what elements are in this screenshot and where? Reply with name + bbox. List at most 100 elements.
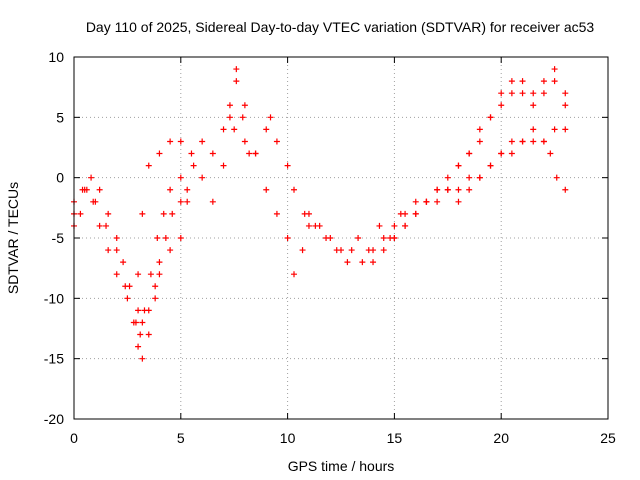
data-point bbox=[402, 210, 409, 217]
data-point bbox=[316, 222, 323, 229]
data-point bbox=[241, 138, 248, 145]
data-point bbox=[455, 162, 462, 169]
data-points bbox=[71, 66, 569, 362]
data-point bbox=[162, 235, 169, 241]
data-point bbox=[145, 162, 152, 169]
data-point bbox=[160, 210, 167, 217]
data-point bbox=[124, 295, 131, 302]
data-point bbox=[113, 247, 120, 254]
data-point bbox=[152, 295, 159, 302]
data-point bbox=[562, 186, 569, 193]
data-point bbox=[530, 102, 537, 109]
data-point bbox=[199, 138, 206, 145]
data-point bbox=[444, 186, 451, 193]
y-tick-label: 5 bbox=[56, 109, 64, 125]
data-point bbox=[220, 126, 227, 133]
data-point bbox=[338, 247, 344, 254]
data-point bbox=[231, 126, 238, 133]
data-point bbox=[135, 307, 142, 314]
data-point bbox=[540, 138, 547, 145]
data-point bbox=[553, 174, 560, 181]
data-point bbox=[519, 78, 526, 85]
y-tick-label: -15 bbox=[44, 351, 64, 367]
data-point bbox=[177, 198, 184, 205]
data-point bbox=[246, 150, 253, 157]
data-point bbox=[466, 150, 473, 157]
data-point bbox=[519, 90, 526, 97]
data-point bbox=[412, 210, 419, 217]
data-point bbox=[188, 150, 195, 157]
data-point bbox=[466, 174, 473, 181]
data-point bbox=[252, 150, 259, 157]
y-tick-labels: -20 -15 -10 -5 0 5 10 bbox=[44, 49, 64, 427]
data-point bbox=[547, 150, 554, 157]
data-point bbox=[370, 259, 377, 266]
plot-frame bbox=[73, 56, 609, 420]
data-point bbox=[498, 90, 505, 97]
data-point bbox=[113, 271, 120, 278]
data-point bbox=[241, 102, 248, 109]
x-tick-label: 20 bbox=[493, 430, 509, 446]
data-point bbox=[239, 114, 246, 121]
data-point bbox=[284, 235, 291, 241]
data-point bbox=[466, 186, 473, 193]
data-point bbox=[562, 102, 569, 109]
series-track-9 bbox=[455, 126, 569, 205]
data-point bbox=[139, 355, 146, 362]
data-point bbox=[412, 198, 419, 205]
data-point bbox=[226, 114, 233, 121]
data-point bbox=[376, 222, 383, 229]
data-point bbox=[291, 271, 298, 278]
data-point bbox=[156, 150, 163, 157]
chart-title: Day 110 of 2025, Sidereal Day-to-day VTE… bbox=[86, 19, 595, 35]
data-point bbox=[444, 174, 451, 181]
data-point bbox=[299, 247, 306, 254]
grid-lines bbox=[74, 57, 608, 419]
data-point bbox=[77, 210, 84, 217]
data-point bbox=[96, 222, 103, 229]
y-tick-label: 0 bbox=[56, 170, 64, 186]
data-point bbox=[476, 138, 483, 145]
data-point bbox=[177, 235, 184, 241]
data-point bbox=[540, 90, 547, 97]
data-point bbox=[113, 235, 120, 241]
data-point bbox=[380, 247, 387, 254]
data-point bbox=[120, 259, 127, 266]
data-point bbox=[498, 102, 505, 109]
data-point bbox=[177, 138, 184, 145]
data-point bbox=[132, 319, 139, 326]
x-axis-label: GPS time / hours bbox=[288, 458, 395, 474]
data-point bbox=[267, 114, 274, 121]
data-point bbox=[105, 247, 112, 254]
data-point bbox=[530, 138, 537, 145]
series-track-6 bbox=[305, 66, 569, 266]
data-point bbox=[370, 247, 377, 254]
data-point bbox=[263, 126, 270, 133]
data-point bbox=[79, 186, 86, 193]
data-point bbox=[540, 78, 547, 85]
y-tick-label: 10 bbox=[48, 49, 64, 65]
data-point bbox=[88, 174, 95, 181]
data-point bbox=[167, 186, 174, 193]
series-track-3 bbox=[71, 174, 191, 326]
data-point bbox=[96, 186, 103, 193]
data-point bbox=[209, 198, 216, 205]
data-point bbox=[305, 210, 312, 217]
data-point bbox=[348, 247, 355, 254]
data-point bbox=[273, 210, 280, 217]
data-point bbox=[139, 210, 146, 217]
data-point bbox=[126, 283, 133, 290]
y-tick-label: -5 bbox=[52, 230, 65, 246]
data-point bbox=[476, 126, 483, 133]
data-point bbox=[305, 222, 312, 229]
data-point bbox=[519, 138, 526, 145]
data-point bbox=[344, 259, 351, 266]
y-tick-label: -10 bbox=[44, 290, 64, 306]
data-point bbox=[434, 198, 441, 205]
y-tick-label: -20 bbox=[44, 411, 64, 427]
data-point bbox=[455, 186, 462, 193]
data-point bbox=[508, 90, 515, 97]
data-point bbox=[476, 174, 483, 181]
data-point bbox=[105, 210, 112, 217]
